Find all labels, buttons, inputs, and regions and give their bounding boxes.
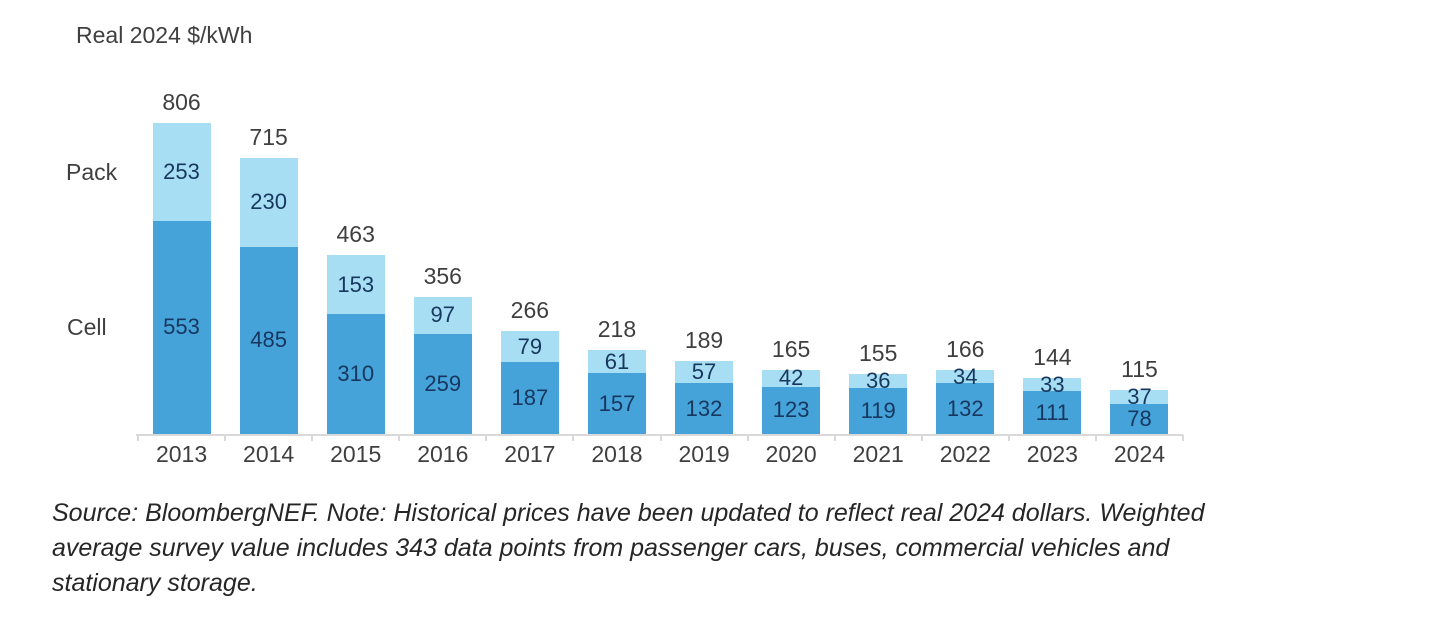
x-axis-tick: [137, 435, 139, 441]
cell-value-label: 119: [860, 398, 896, 424]
x-axis-tick: [485, 435, 488, 441]
pack-value-label: 153: [337, 271, 375, 297]
x-axis-label-2017: 2017: [504, 441, 556, 467]
total-label-2014: 715: [249, 124, 288, 151]
total-label-2017: 266: [510, 297, 550, 324]
total-label-2018: 218: [597, 315, 637, 342]
pack-value-label: 42: [778, 365, 804, 391]
x-axis-label-2023: 2023: [1026, 441, 1078, 467]
total-label-2024: 115: [1121, 355, 1158, 382]
cell-segment-2017: 187: [500, 361, 559, 434]
cell-value-label: 157: [598, 390, 636, 416]
cell-segment-2020: 123: [762, 386, 821, 434]
x-axis-tick: [311, 435, 314, 441]
x-axis-label-2013: 2013: [155, 441, 208, 467]
cell-value-label: 132: [946, 395, 984, 421]
legend-pack-label: Pack: [66, 159, 118, 185]
x-axis-tick: [572, 435, 575, 441]
source-note-line: stationary storage.: [52, 569, 258, 597]
pack-segment-2018: 61: [587, 348, 646, 374]
cell-segment-2013: 553: [152, 220, 211, 434]
cell-value-label: 310: [337, 361, 375, 387]
cell-value-label: 132: [685, 395, 723, 421]
pack-segment-2023: 33: [1023, 373, 1082, 395]
total-label-2021: 155: [859, 340, 898, 367]
cell-segment-2015: 310: [326, 314, 385, 434]
pack-segment-2015: 153: [326, 255, 385, 315]
total-label-2016: 356: [423, 262, 462, 289]
chart-title: Real 2024 $/kWh: [76, 22, 253, 48]
x-axis-label-2024: 2024: [1113, 441, 1166, 467]
cell-value-label: 78: [1127, 405, 1152, 431]
cell-value-label: 259: [424, 371, 462, 397]
cell-segment-2021: 119: [849, 388, 908, 434]
x-axis-label-2021: 2021: [852, 441, 904, 467]
cell-segment-2024: 78: [1110, 403, 1169, 434]
cell-value-label: 123: [772, 397, 810, 423]
pack-value-label: 97: [430, 302, 456, 328]
pack-value-label: 61: [604, 348, 630, 374]
pack-segment-2013: 253: [152, 123, 211, 221]
pack-segment-2019: 57: [675, 359, 734, 385]
cell-segment-2014: 485: [239, 246, 298, 434]
cell-value-label: 485: [250, 327, 287, 353]
total-label-2019: 189: [684, 327, 724, 354]
pack-segment-2014: 230: [239, 158, 298, 247]
x-axis-tick: [746, 435, 749, 441]
x-axis-label-2015: 2015: [330, 441, 382, 467]
x-axis-tick: [920, 435, 923, 441]
cell-value-label: 111: [1035, 399, 1070, 425]
x-axis-label-2020: 2020: [765, 441, 817, 467]
pack-segment-2021: 36: [849, 370, 908, 392]
legend-cell-label: Cell: [67, 314, 107, 340]
pack-value-label: 253: [163, 158, 200, 184]
source-note-line: Source: BloombergNEF. Note: Historical p…: [52, 499, 1205, 527]
total-label-2020: 165: [771, 336, 811, 363]
pack-segment-2017: 79: [500, 331, 559, 362]
x-axis-label-2014: 2014: [243, 441, 295, 467]
x-axis-tick: [1182, 435, 1184, 441]
cell-segment-2019: 132: [675, 383, 734, 434]
x-axis-tick: [659, 435, 662, 441]
x-axis-tick: [398, 435, 401, 441]
pack-value-label: 34: [953, 363, 978, 389]
total-label-2023: 144: [1033, 344, 1072, 371]
x-axis-tick: [833, 435, 836, 441]
pack-value-label: 57: [691, 359, 717, 385]
cell-segment-2016: 259: [413, 334, 472, 434]
x-axis-label-2019: 2019: [678, 441, 730, 467]
source-note: Source: BloombergNEF. Note: Historical p…: [52, 496, 1205, 601]
pack-segment-2022: 34: [936, 365, 995, 387]
x-axis-label-2018: 2018: [591, 441, 643, 467]
x-axis-tick: [1007, 435, 1010, 441]
cell-segment-2023: 111: [1023, 391, 1082, 434]
pack-segment-2016: 97: [413, 296, 472, 335]
x-axis-tick: [1094, 435, 1097, 441]
total-label-2013: 806: [162, 89, 201, 115]
pack-value-label: 79: [517, 333, 543, 359]
pack-value-label: 37: [1127, 383, 1152, 409]
x-axis-tick: [224, 435, 227, 441]
cell-value-label: 553: [163, 314, 200, 340]
pack-value-label: 36: [865, 368, 891, 394]
x-axis-label-2016: 2016: [417, 441, 469, 467]
pack-value-label: 230: [250, 189, 287, 215]
total-label-2022: 166: [946, 335, 985, 362]
total-label-2015: 463: [336, 221, 375, 248]
cell-value-label: 187: [511, 384, 549, 410]
source-note-line: average survey value includes 343 data p…: [52, 534, 1170, 562]
cell-segment-2022: 132: [936, 383, 995, 434]
cell-segment-2018: 157: [587, 373, 646, 434]
pack-segment-2024: 37: [1110, 385, 1169, 407]
pack-value-label: 33: [1040, 371, 1065, 397]
pack-segment-2020: 42: [762, 365, 821, 391]
x-axis-label-2022: 2022: [939, 441, 991, 467]
